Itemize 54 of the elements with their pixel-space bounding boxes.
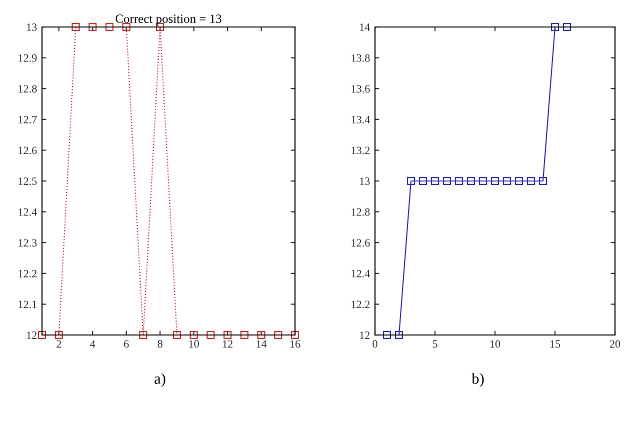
y-tick-label: 12.6 [18,146,37,154]
point [406,176,416,186]
text: a) [154,373,166,387]
y-tick-label: 12 [360,331,370,339]
y-tick-label: 12.8 [18,85,37,93]
x-tick-label: 12 [222,340,232,348]
chart-title: Correct position = 13 [116,14,222,26]
x-tick-label: 16 [290,340,300,348]
y-tick-label: 12.2 [352,300,370,308]
point [466,176,476,186]
point [526,176,536,186]
y-tick-label: 12.1 [18,300,36,308]
y-tick-label: 12.2 [18,270,37,278]
y-tick-label: 13.2 [352,146,370,154]
y-tick-label: 12.3 [18,239,37,247]
x-tick-label: 0 [372,340,378,348]
point [538,176,548,186]
x-tick-label: 6 [124,340,129,348]
y-tick-label: 12.7 [18,116,37,124]
x-tick-label: 8 [158,340,162,348]
x-tick-label: 2 [56,340,62,348]
x-tick-label: 10 [490,340,500,348]
point [394,330,404,340]
y-tick-label: 12.5 [18,177,37,186]
y-tick-label: 13.6 [352,85,370,93]
point [430,176,440,186]
y-tick-label: 12.4 [18,208,37,216]
point [550,22,560,32]
x-tick-label: 20 [610,340,620,348]
point [562,22,572,32]
y-tick-label: 12.4 [352,270,370,278]
y-tick-label: 12 [27,331,37,339]
point [382,330,392,340]
x-tick-label: 15 [550,340,560,348]
y-tick-label: 12.8 [352,208,370,216]
point [478,176,488,186]
point [442,176,452,186]
y-tick-label: 13.8 [352,54,370,62]
x-tick-label: 4 [90,340,96,348]
point [418,176,428,186]
y-tick-label: 13 [360,177,370,185]
y-tick-label: 13.4 [352,116,370,124]
y-tick-label: 12.9 [18,54,37,62]
point [502,176,512,186]
y-tick-label: 12.6 [352,239,370,247]
x-tick-label: 14 [256,340,267,348]
x-tick-label: 10 [189,340,199,348]
y-tick-label: 13 [27,23,37,31]
point [454,176,464,186]
x-tick-label: 5 [432,340,438,348]
text: b) [472,373,484,387]
y-tick-label: 14 [360,24,370,31]
point [490,176,500,186]
point [514,176,524,186]
